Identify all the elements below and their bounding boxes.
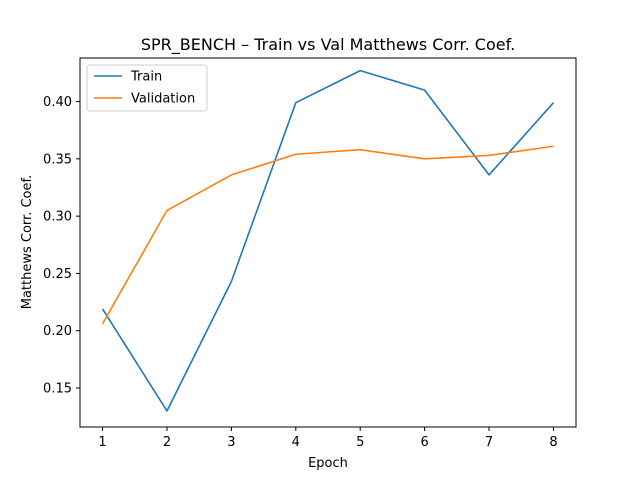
y-tick-label: 0.25	[43, 267, 72, 282]
plot-lines	[101, 69, 555, 412]
x-axis-ticks: 1 2 3 4 5 6 7 8	[98, 427, 558, 450]
x-tick-label: 6	[420, 435, 428, 450]
y-tick-label: 0.15	[43, 382, 72, 397]
y-tick-label: 0.40	[43, 95, 72, 110]
x-tick-label: 1	[98, 435, 106, 450]
y-axis-ticks: 0.15 0.20 0.25 0.30 0.35 0.40	[43, 95, 80, 397]
series-line-train	[101, 69, 555, 412]
x-tick-label: 3	[227, 435, 235, 450]
x-axis-label: Epoch	[308, 456, 348, 471]
legend: Train Validation	[86, 64, 208, 112]
x-tick-label: 7	[485, 435, 493, 450]
legend-label: Validation	[131, 92, 195, 107]
plot-frame	[79, 57, 577, 428]
chart-title: SPR_BENCH – Train vs Val Matthews Corr. …	[141, 35, 515, 55]
series-line-validation	[101, 145, 554, 325]
x-tick-label: 4	[292, 435, 300, 450]
y-tick-label: 0.30	[43, 210, 72, 225]
x-tick-label: 2	[163, 435, 171, 450]
legend-label: Train	[130, 70, 162, 85]
y-axis-label: Matthews Corr. Coef.	[20, 175, 35, 310]
y-tick-label: 0.35	[43, 152, 72, 167]
x-tick-label: 8	[549, 435, 557, 450]
y-tick-label: 0.20	[43, 324, 72, 339]
x-tick-label: 5	[356, 435, 364, 450]
